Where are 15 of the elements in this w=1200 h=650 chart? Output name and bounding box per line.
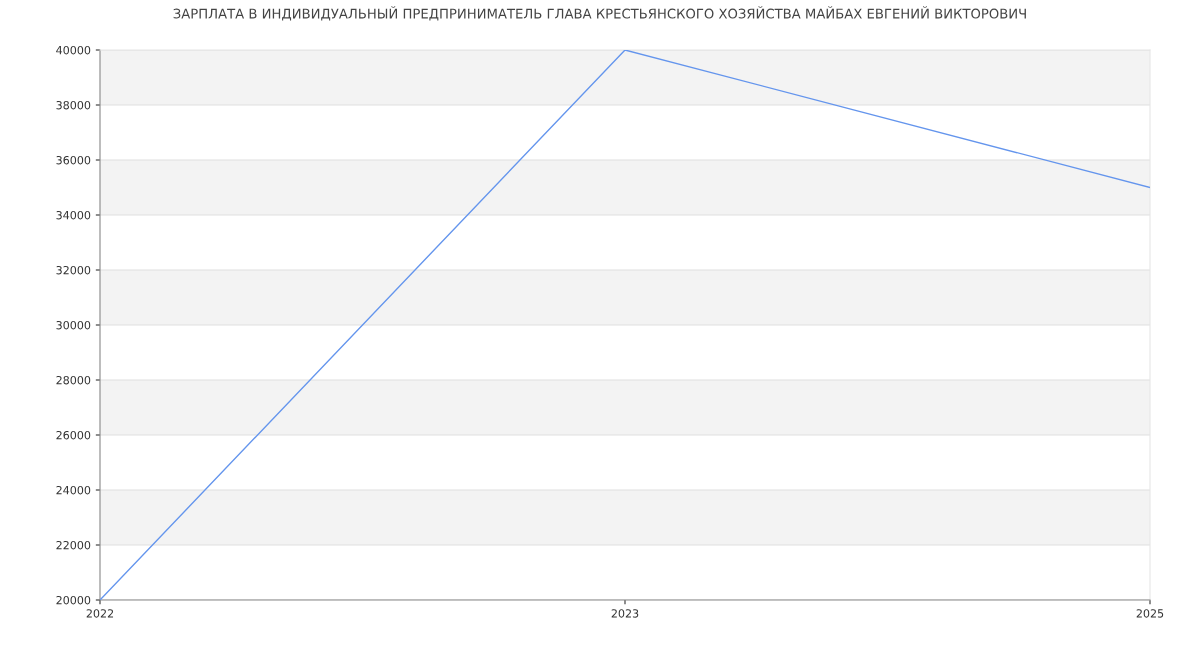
chart-title: ЗАРПЛАТА В ИНДИВИДУАЛЬНЫЙ ПРЕДПРИНИМАТЕЛЬ ГЛАВА КРЕСТЬЯНСКОГО ХОЗЯЙСТВА МАЙБАХ ЕВГЕНИЙ ВИКТОРОВИЧ: [173, 6, 1026, 21]
y-tick-label: 32000: [56, 265, 91, 275]
x-tick-label: 2022: [86, 609, 114, 618]
x-tick-label: 2023: [611, 609, 639, 618]
y-tick-label: 26000: [56, 430, 91, 440]
y-tick-label: 24000: [56, 485, 91, 495]
y-tick-label: 22000: [56, 540, 91, 550]
y-tick-label: 20000: [56, 595, 91, 605]
y-tick-label: 38000: [56, 100, 91, 110]
y-tick-label: 28000: [56, 375, 91, 385]
y-tick-label: 30000: [56, 320, 91, 330]
y-tick-label: 34000: [56, 210, 91, 220]
x-tick-label: 2025: [1136, 609, 1164, 618]
y-tick-label: 40000: [56, 45, 91, 55]
y-tick-label: 36000: [56, 155, 91, 165]
